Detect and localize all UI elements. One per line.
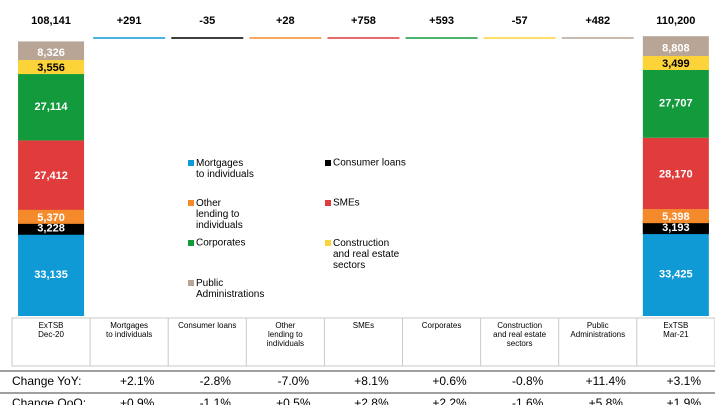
row-value: +8.1% <box>354 374 389 388</box>
delta-label: -35 <box>199 15 215 27</box>
segment-label: 5,398 <box>662 211 690 223</box>
legend-label: Corporates <box>196 238 245 249</box>
row-label: Change YoY: <box>12 374 81 388</box>
segment-label: 33,425 <box>659 268 693 280</box>
delta-label: +758 <box>351 15 376 27</box>
x-tick-label: Public Administrations <box>570 321 625 339</box>
bar-segment <box>642 67 709 138</box>
segment-label: 33,135 <box>34 269 68 281</box>
bar-segment <box>18 231 85 316</box>
label-bg <box>642 55 709 70</box>
row-value: +0.9% <box>120 396 155 405</box>
row-value: +0.5% <box>276 396 311 405</box>
legend-swatch <box>188 160 194 166</box>
x-tick-label: ExTSB Mar-21 <box>663 321 689 339</box>
x-tick-label: Other lending to individuals <box>267 321 304 348</box>
legend-label: SMEs <box>333 198 360 209</box>
total-label: 108,141 <box>31 15 71 27</box>
segment-label: 3,193 <box>662 222 690 234</box>
row-value: +5.8% <box>589 396 624 405</box>
bar-segment <box>18 41 85 63</box>
label-bg <box>18 209 85 224</box>
delta-label: +482 <box>585 15 610 27</box>
label-bg <box>642 209 709 224</box>
segment-label: 8,326 <box>37 47 65 59</box>
bar-segment <box>642 231 709 316</box>
legend-swatch <box>325 160 331 166</box>
segment-label: 28,170 <box>659 168 693 180</box>
legend-label: Public Administrations <box>196 278 264 300</box>
x-tick-label: Mortgages to individuals <box>106 321 152 339</box>
row-value: -1.1% <box>200 396 232 405</box>
delta-label: +291 <box>117 15 142 27</box>
legend-swatch <box>188 200 194 206</box>
legend-swatch <box>325 240 331 246</box>
segment-label: 8,808 <box>662 42 690 54</box>
segment-label: 3,228 <box>37 223 65 235</box>
legend-label: Other lending to individuals <box>196 198 243 231</box>
row-value: -2.8% <box>200 374 232 388</box>
legend-swatch <box>188 280 194 286</box>
segment-label: 27,114 <box>35 101 69 113</box>
x-tick-label: SMEs <box>353 321 374 330</box>
bar-segment <box>18 140 85 211</box>
label-bg <box>642 220 709 235</box>
row-value: +2.1% <box>120 374 155 388</box>
row-value: +3.1% <box>667 374 702 388</box>
segment-label: 5,370 <box>37 212 65 224</box>
x-tick-label: Corporates <box>422 321 462 330</box>
legend-label: Construction and real estate sectors <box>333 238 400 271</box>
row-value: +1.9% <box>667 396 702 405</box>
bar-segment <box>642 36 709 59</box>
x-tick-label: Consumer loans <box>178 321 236 330</box>
row-label: Change QoQ: <box>12 396 86 405</box>
label-bg <box>18 60 85 75</box>
row-value: +0.6% <box>432 374 467 388</box>
total-label: 110,200 <box>656 15 695 27</box>
legend-swatch <box>325 200 331 206</box>
x-tick-label: ExTSB Dec-20 <box>38 321 64 339</box>
segment-label: 27,707 <box>659 98 693 110</box>
legend-swatch <box>188 240 194 246</box>
delta-label: -57 <box>512 15 528 27</box>
row-value: -7.0% <box>278 374 310 388</box>
bar-segment <box>18 71 85 141</box>
segment-label: 27,412 <box>34 170 68 182</box>
x-tick-label: Construction and real estate sectors <box>493 321 546 348</box>
label-bg <box>18 220 85 235</box>
delta-label: +593 <box>429 15 454 27</box>
bar-segment <box>642 137 709 210</box>
row-value: -0.8% <box>512 374 544 388</box>
segment-label: 3,499 <box>662 58 690 70</box>
legend-label: Mortgages to individuals <box>196 158 254 180</box>
segment-label: 3,556 <box>37 62 65 74</box>
row-value: +2.2% <box>432 396 467 405</box>
row-value: -1.6% <box>512 396 544 405</box>
row-value: +2.8% <box>354 396 389 405</box>
delta-label: +28 <box>276 15 295 27</box>
legend-label: Consumer loans <box>333 158 406 169</box>
row-value: +11.4% <box>586 374 626 388</box>
